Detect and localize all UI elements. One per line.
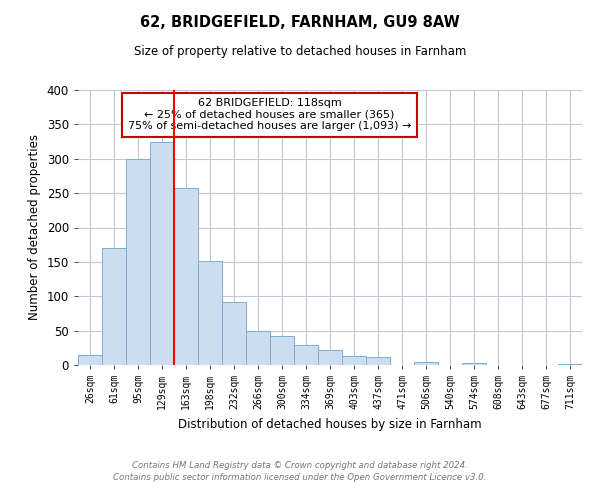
Bar [246,330,270,365]
Bar [462,363,486,365]
Text: 62, BRIDGEFIELD, FARNHAM, GU9 8AW: 62, BRIDGEFIELD, FARNHAM, GU9 8AW [140,15,460,30]
Bar [366,358,390,365]
Text: Size of property relative to detached houses in Farnham: Size of property relative to detached ho… [134,45,466,58]
Bar [414,362,438,365]
Bar [558,364,582,365]
Text: Contains HM Land Registry data © Crown copyright and database right 2024.
Contai: Contains HM Land Registry data © Crown c… [113,461,487,482]
Bar [198,260,222,365]
Bar [102,248,126,365]
Bar [150,142,174,365]
Bar [270,336,294,365]
Bar [318,350,342,365]
Bar [126,159,150,365]
Y-axis label: Number of detached properties: Number of detached properties [28,134,41,320]
Bar [78,354,102,365]
Bar [294,345,318,365]
Bar [174,188,198,365]
X-axis label: Distribution of detached houses by size in Farnham: Distribution of detached houses by size … [178,418,482,430]
Text: 62 BRIDGEFIELD: 118sqm
← 25% of detached houses are smaller (365)
75% of semi-de: 62 BRIDGEFIELD: 118sqm ← 25% of detached… [128,98,411,132]
Bar [222,302,246,365]
Bar [342,356,366,365]
